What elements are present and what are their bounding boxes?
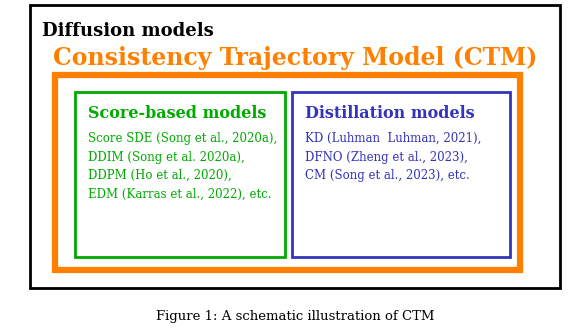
Text: Figure 1: A schematic illustration of CTM: Figure 1: A schematic illustration of CT… (156, 310, 434, 323)
Text: Diffusion models: Diffusion models (42, 22, 214, 40)
FancyBboxPatch shape (75, 92, 285, 257)
Text: Score SDE (Song et al., 2020a),
DDIM (Song et al. 2020a),
DDPM (Ho et al., 2020): Score SDE (Song et al., 2020a), DDIM (So… (88, 132, 277, 201)
FancyBboxPatch shape (55, 75, 520, 270)
Text: Score-based models: Score-based models (88, 105, 266, 122)
Text: Consistency Trajectory Model (CTM): Consistency Trajectory Model (CTM) (53, 46, 537, 70)
Text: KD (Luhman  Luhman, 2021),
DFNO (Zheng et al., 2023),
CM (Song et al., 2023), et: KD (Luhman Luhman, 2021), DFNO (Zheng et… (305, 132, 481, 182)
Text: Distillation models: Distillation models (305, 105, 474, 122)
FancyBboxPatch shape (292, 92, 510, 257)
FancyBboxPatch shape (30, 5, 560, 288)
